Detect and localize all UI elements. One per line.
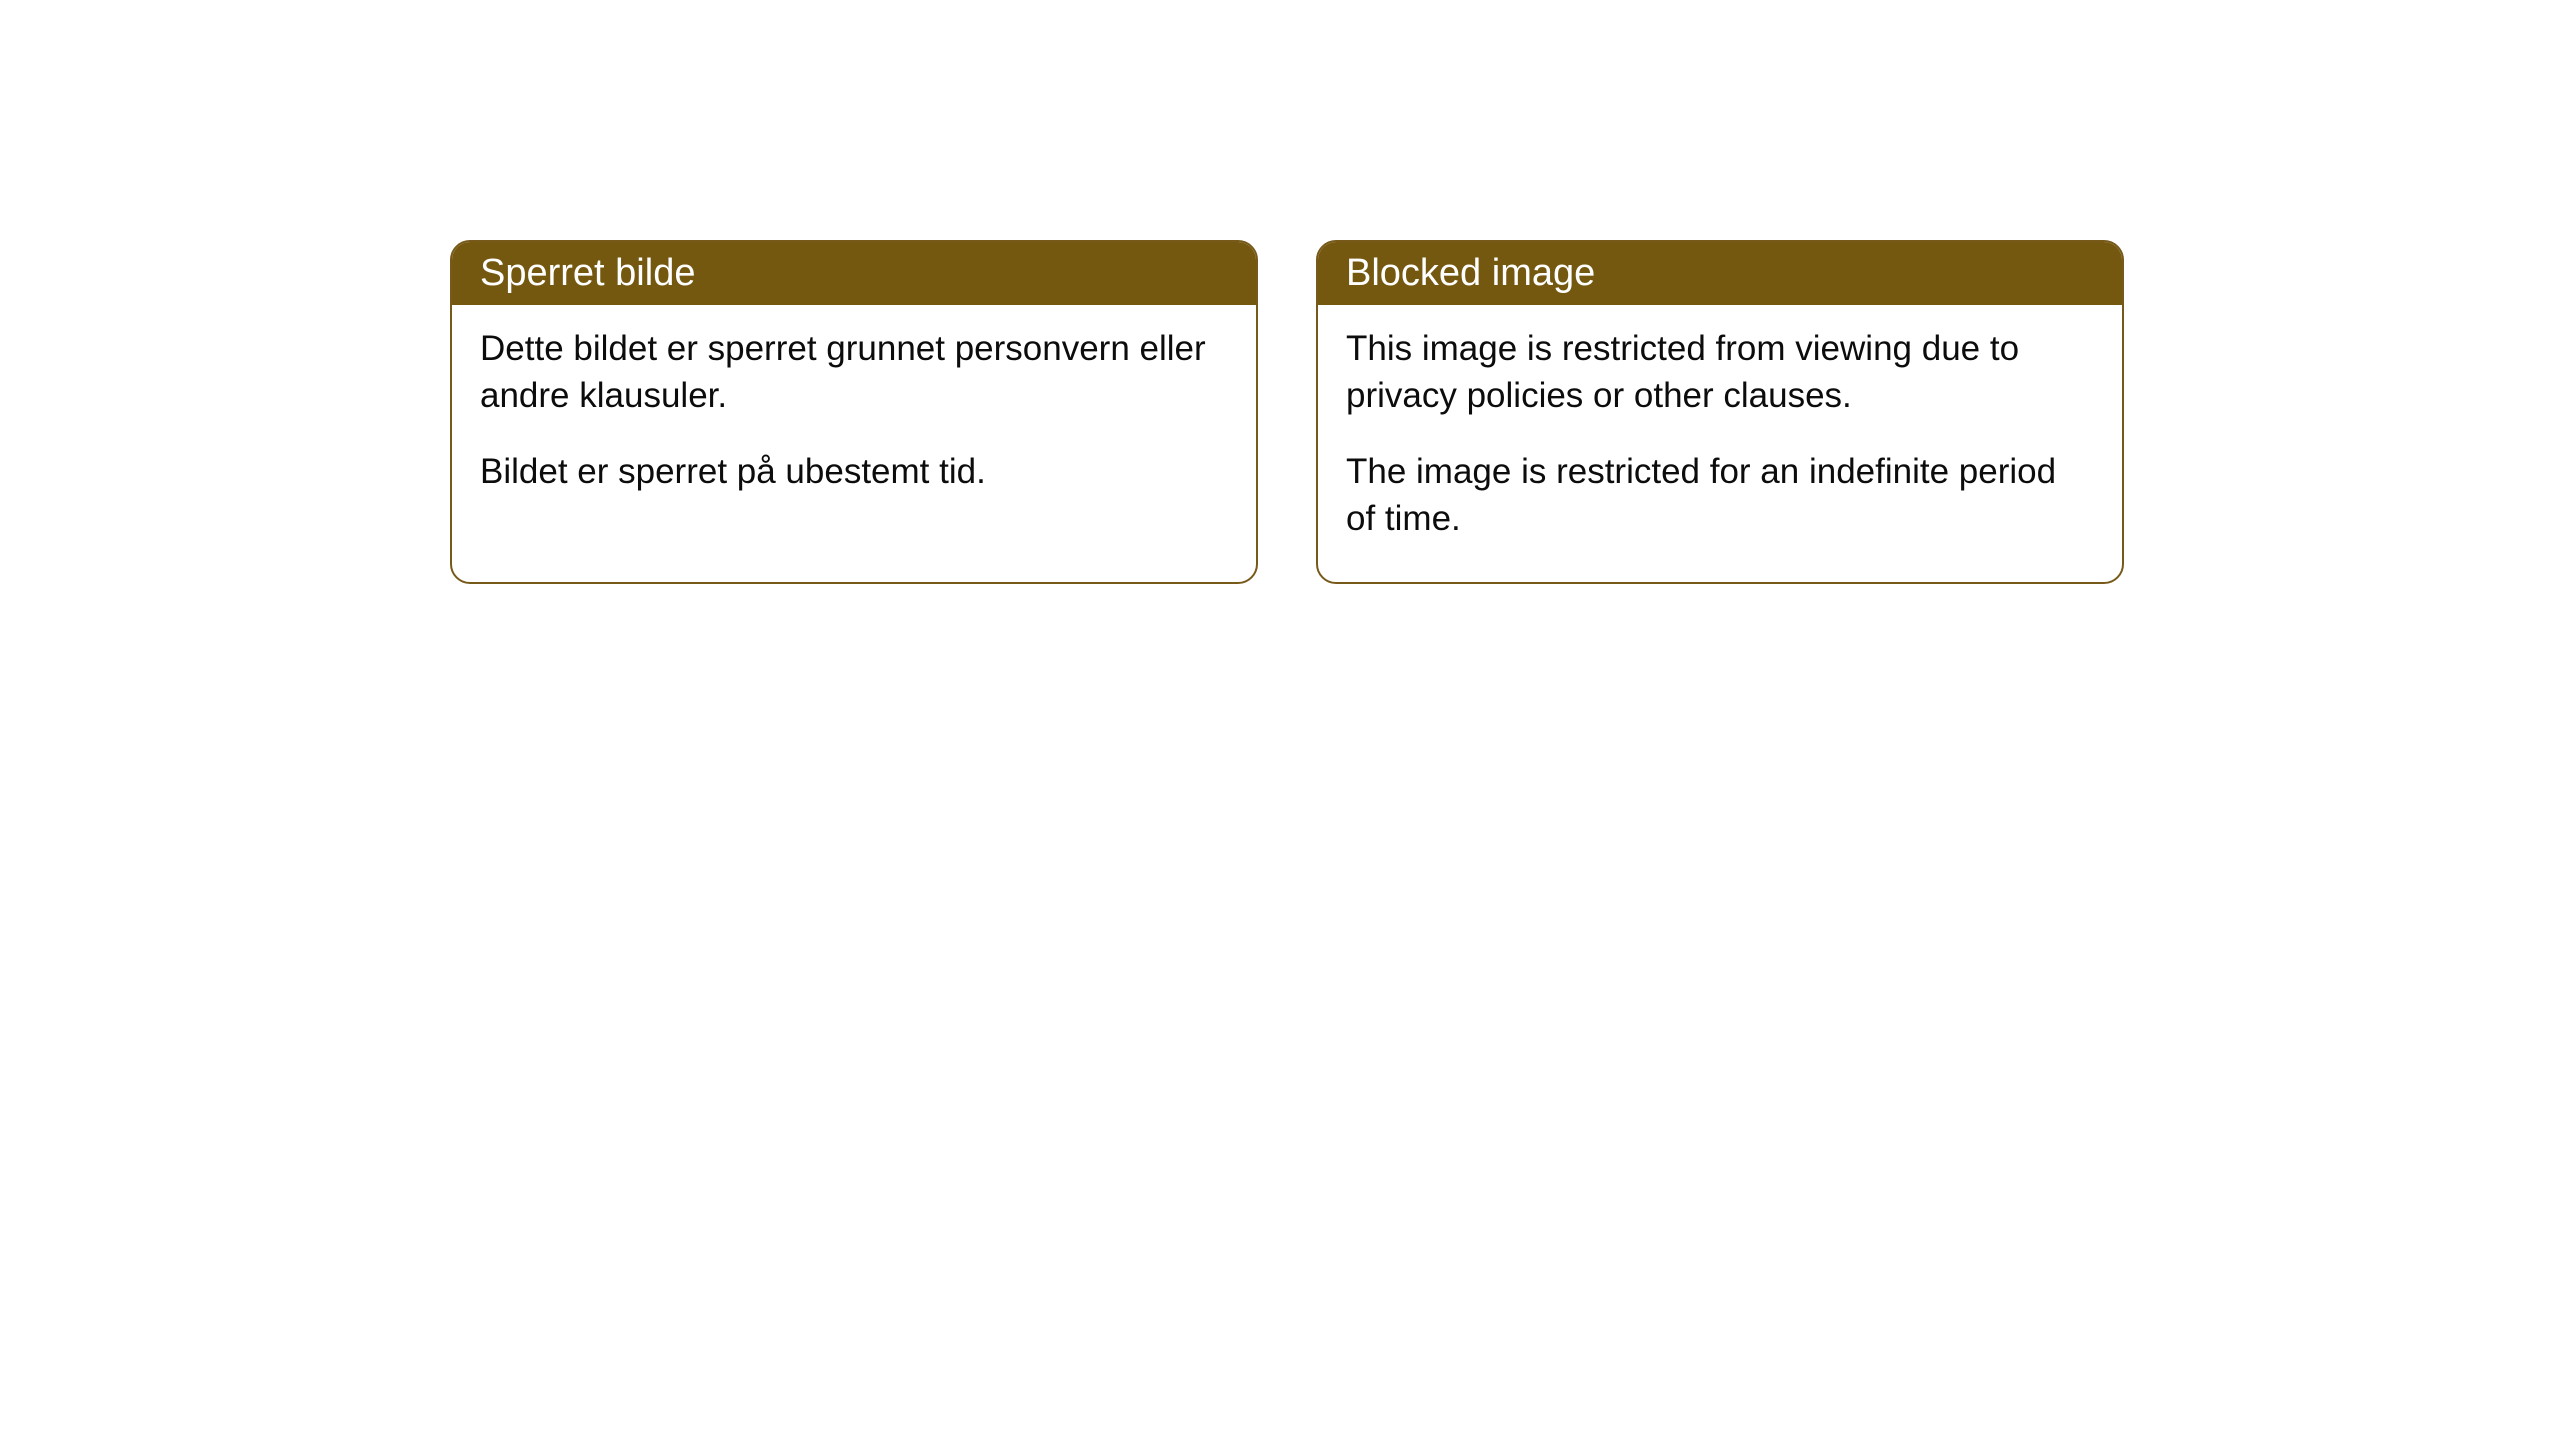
card-header-norwegian: Sperret bilde	[452, 242, 1256, 305]
card-text-norwegian-1: Dette bildet er sperret grunnet personve…	[480, 325, 1228, 420]
blocked-image-card-english: Blocked image This image is restricted f…	[1316, 240, 2124, 584]
card-body-english: This image is restricted from viewing du…	[1318, 305, 2122, 582]
card-header-english: Blocked image	[1318, 242, 2122, 305]
card-text-english-2: The image is restricted for an indefinit…	[1346, 448, 2094, 543]
card-title-english: Blocked image	[1346, 252, 1595, 294]
blocked-image-card-norwegian: Sperret bilde Dette bildet er sperret gr…	[450, 240, 1258, 584]
card-text-english-1: This image is restricted from viewing du…	[1346, 325, 2094, 420]
card-text-norwegian-2: Bildet er sperret på ubestemt tid.	[480, 448, 1228, 495]
notification-cards-container: Sperret bilde Dette bildet er sperret gr…	[450, 240, 2124, 584]
card-title-norwegian: Sperret bilde	[480, 252, 695, 294]
card-body-norwegian: Dette bildet er sperret grunnet personve…	[452, 305, 1256, 535]
